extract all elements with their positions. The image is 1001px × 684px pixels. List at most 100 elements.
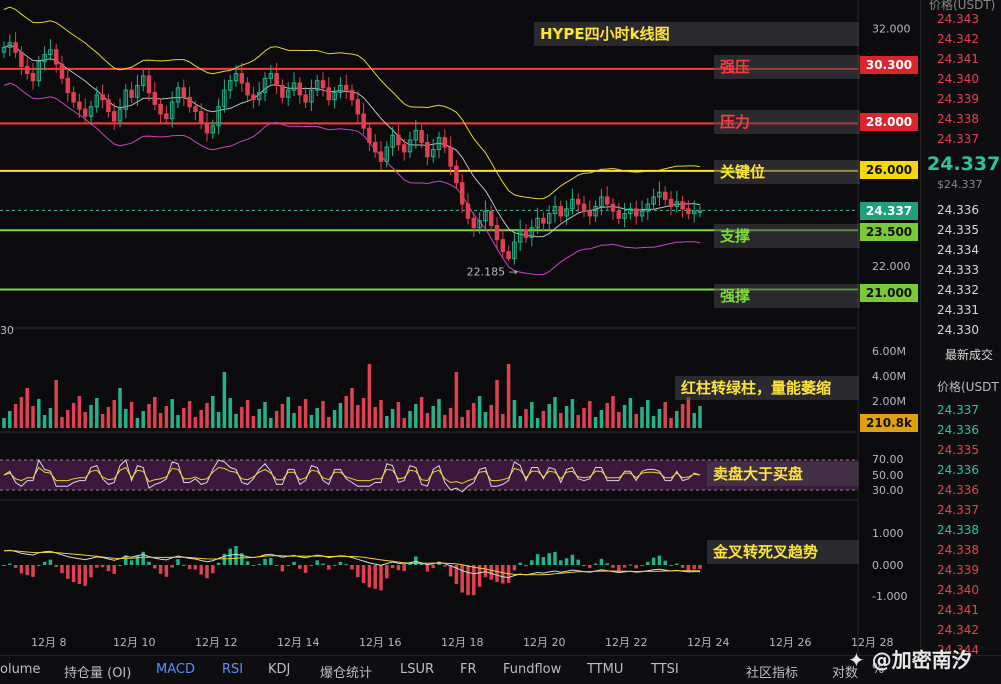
candle-body [436,137,442,151]
tab-fr[interactable]: FR [460,662,477,677]
macd-histogram-bar [222,553,227,565]
volume-bar [222,372,227,428]
bid-price[interactable]: 24.332 [937,283,979,297]
candle-body [233,73,239,82]
macd-histogram-bar [367,565,372,588]
volume-bar [118,388,122,428]
macd-histogram-bar [448,565,453,577]
last-price-usd: $24.337 [937,178,983,191]
volume-bar [379,400,383,428]
volume-bar [477,396,482,428]
ask-price[interactable]: 24.340 [937,72,979,86]
candle-body [24,65,30,75]
volume-bar [483,412,488,428]
candle-body [454,165,459,184]
log-scale-toggle[interactable]: 对数 [832,666,859,681]
candle-body [198,111,204,124]
candle-body [697,210,703,213]
volume-bar [448,408,453,428]
bid-price[interactable]: 24.331 [937,303,979,317]
tab-fundflow[interactable]: Fundflow [503,662,562,677]
volume-bar [332,410,337,428]
volume-bar [593,417,598,428]
candle-body [535,217,540,229]
macd-histogram-bar [118,565,122,566]
tab-rsi[interactable]: RSI [222,662,244,677]
macd-histogram-bar [315,560,319,565]
x-tick-label: 12月 16 [359,636,402,649]
volume-bar [489,405,493,428]
macd-histogram-bar [193,565,198,570]
candle-body [36,61,42,82]
x-tick-label: 12月 12 [195,636,238,649]
volume-bar [460,417,464,428]
macd-axis-label: -1.000 [872,590,907,603]
volume-bar [657,409,662,428]
tab-open-interest[interactable]: 持仓量 (OI) [64,666,132,681]
macd-histogram-bar [663,560,667,565]
volume-bar [356,405,360,428]
community-indicator-button[interactable]: 社区指标 [746,666,799,681]
macd-histogram-bar [240,553,244,565]
x-tick-label: 12月 28 [851,636,894,649]
ask-price[interactable]: 24.341 [937,52,979,66]
macd-histogram-bar [106,565,111,572]
tab-ttsi[interactable]: TTSI [651,662,679,677]
macd-histogram-bar [628,564,633,566]
volume-bar [646,400,650,428]
bid-price[interactable]: 24.333 [937,263,979,277]
ask-price[interactable]: 24.337 [937,132,979,146]
ask-price[interactable]: 24.342 [937,32,979,46]
macd-histogram-bar [303,565,308,573]
last-price-big: 24.337 [927,153,1001,175]
chart-canvas[interactable]: 12月 8 12月 10 12月 12 12月 14 12月 16 12月 18 12月 2… [0,0,920,655]
macd-histogram-bar [280,565,285,572]
macd-histogram-bar [187,565,192,570]
tab-kdj[interactable]: KDJ [268,662,291,677]
candle-body [1,46,7,53]
macd-histogram-bar [622,565,627,568]
ask-price[interactable]: 24.338 [937,112,979,126]
bid-price[interactable]: 24.335 [937,223,979,237]
candle-body [343,84,349,91]
volume-bar [245,400,250,428]
tab-ttmu[interactable]: TTMU [587,662,624,677]
volume-bar [443,415,447,428]
candle-body [488,210,494,226]
volume-bar [274,411,279,428]
candle-body [517,229,523,243]
bid-price[interactable]: 24.336 [937,203,979,217]
volume-bar [129,402,134,428]
macd-histogram-bar [657,555,662,565]
candle-body [430,149,436,158]
volume-bar [570,399,575,428]
candle-body [326,87,332,101]
recent-trades-title[interactable]: 最新成交 [945,348,994,362]
candle-body [280,84,285,98]
tab-macd[interactable]: MACD [156,662,195,677]
indicator-tab-bar: olume 持仓量 (OI) MACD RSI KDJ 爆仓统计 LSUR FR… [0,655,1001,684]
candle-body [59,63,65,79]
tab-lsur[interactable]: LSUR [400,662,435,677]
rsi-axis-label: 70.00 [872,453,904,466]
macd-histogram-bar [112,565,116,574]
bid-price[interactable]: 24.330 [937,323,979,337]
candle-body [575,198,581,205]
volume-bar [286,397,290,428]
macd-histogram-bar [286,565,290,567]
volume-bar [13,404,18,428]
macd-histogram-bar [361,565,366,584]
candle-body [657,191,662,198]
macd-histogram-bar [535,554,540,565]
annotation-key-level: 关键位 [714,160,860,184]
ask-price[interactable]: 24.343 [937,12,979,26]
bid-price[interactable]: 24.334 [937,243,979,257]
rsi-axis-label: 30.00 [872,484,904,497]
percent-scale-toggle[interactable]: % [872,662,885,677]
ask-price[interactable]: 24.339 [937,92,979,106]
tab-liquidation-stats[interactable]: 爆仓统计 [320,666,373,681]
candle-body [314,80,320,91]
candle-body [483,210,488,222]
macd-histogram-bar [680,565,685,568]
tab-volume[interactable]: olume [0,662,41,677]
